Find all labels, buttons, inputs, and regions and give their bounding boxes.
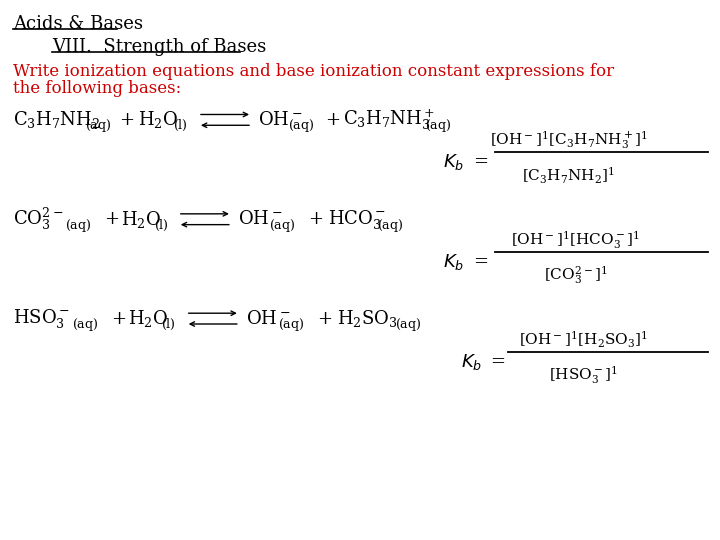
Text: =: = <box>473 153 488 171</box>
Text: $\mathregular{(aq)}$: $\mathregular{(aq)}$ <box>278 316 304 333</box>
Text: $\mathregular{H_2SO_3}$: $\mathregular{H_2SO_3}$ <box>337 308 397 329</box>
Text: $\mathregular{HSO_3^-}$: $\mathregular{HSO_3^-}$ <box>13 307 70 330</box>
Text: Write ionization equations and base ionization constant expressions for: Write ionization equations and base ioni… <box>13 63 614 80</box>
Text: the following bases:: the following bases: <box>13 79 181 97</box>
Text: $\mathregular{OH^-}$: $\mathregular{OH^-}$ <box>238 210 282 228</box>
Text: $\mathregular{(l)}$: $\mathregular{(l)}$ <box>154 218 169 233</box>
Text: $K_b$: $K_b$ <box>443 252 464 272</box>
Text: $\mathregular{(aq)}$: $\mathregular{(aq)}$ <box>85 117 111 134</box>
Text: $\mathregular{(aq)}$: $\mathregular{(aq)}$ <box>425 117 451 134</box>
Text: +: + <box>104 210 119 228</box>
Text: $K_b$: $K_b$ <box>461 352 482 372</box>
Text: $\mathregular{HCO_3^-}$: $\mathregular{HCO_3^-}$ <box>328 208 386 231</box>
Text: $\mathregular{OH^-}$: $\mathregular{OH^-}$ <box>258 111 302 129</box>
Text: Acids & Bases: Acids & Bases <box>13 15 143 33</box>
Text: $\mathregular{H_2O}$: $\mathregular{H_2O}$ <box>128 308 168 329</box>
Text: $\mathregular{H_2O}$: $\mathregular{H_2O}$ <box>138 110 179 130</box>
Text: $\mathregular{[C_3H_7NH_2]^1}$: $\mathregular{[C_3H_7NH_2]^1}$ <box>522 165 616 186</box>
Text: +: + <box>111 309 126 328</box>
Text: $\mathregular{[OH^-]^1[H_2SO_3]^1}$: $\mathregular{[OH^-]^1[H_2SO_3]^1}$ <box>518 330 648 350</box>
Text: $\mathregular{(aq)}$: $\mathregular{(aq)}$ <box>377 217 403 234</box>
Text: $\mathregular{CO_3^{2-}}$: $\mathregular{CO_3^{2-}}$ <box>13 206 63 232</box>
Text: $\mathregular{[CO_3^{2-}]^1}$: $\mathregular{[CO_3^{2-}]^1}$ <box>544 265 608 286</box>
Text: $\mathregular{H_2O}$: $\mathregular{H_2O}$ <box>121 209 161 230</box>
Text: $\mathregular{(aq)}$: $\mathregular{(aq)}$ <box>395 316 420 333</box>
Text: =: = <box>490 353 505 371</box>
Text: =: = <box>473 253 488 271</box>
Text: $\mathregular{C_3H_7NH_3^+}$: $\mathregular{C_3H_7NH_3^+}$ <box>343 107 436 132</box>
Text: $\mathregular{(l)}$: $\mathregular{(l)}$ <box>161 317 176 332</box>
Text: $\mathregular{[OH^-]^1[C_3H_7NH_3^+]^1}$: $\mathregular{[OH^-]^1[C_3H_7NH_3^+]^1}$ <box>490 130 648 151</box>
Text: $\mathregular{[HSO_3^-]^1}$: $\mathregular{[HSO_3^-]^1}$ <box>549 364 618 386</box>
Text: $\mathregular{(aq)}$: $\mathregular{(aq)}$ <box>269 217 295 234</box>
Text: $\mathregular{C_3H_7NH_2}$: $\mathregular{C_3H_7NH_2}$ <box>13 110 100 130</box>
Text: $\mathregular{(aq)}$: $\mathregular{(aq)}$ <box>65 217 91 234</box>
Text: $K_b$: $K_b$ <box>443 152 464 172</box>
Text: $\mathregular{(aq)}$: $\mathregular{(aq)}$ <box>72 316 98 333</box>
Text: +: + <box>325 111 341 129</box>
Text: VIII.  Strength of Bases: VIII. Strength of Bases <box>52 38 266 56</box>
Text: +: + <box>308 210 323 228</box>
Text: +: + <box>317 309 332 328</box>
Text: $\mathregular{[OH^-]^1[HCO_3^-]^1}$: $\mathregular{[OH^-]^1[HCO_3^-]^1}$ <box>511 230 641 251</box>
Text: $\mathregular{(l)}$: $\mathregular{(l)}$ <box>173 118 188 133</box>
Text: +: + <box>120 111 135 129</box>
Text: $\mathregular{(aq)}$: $\mathregular{(aq)}$ <box>288 117 314 134</box>
Text: $\mathregular{OH^-}$: $\mathregular{OH^-}$ <box>246 309 291 328</box>
